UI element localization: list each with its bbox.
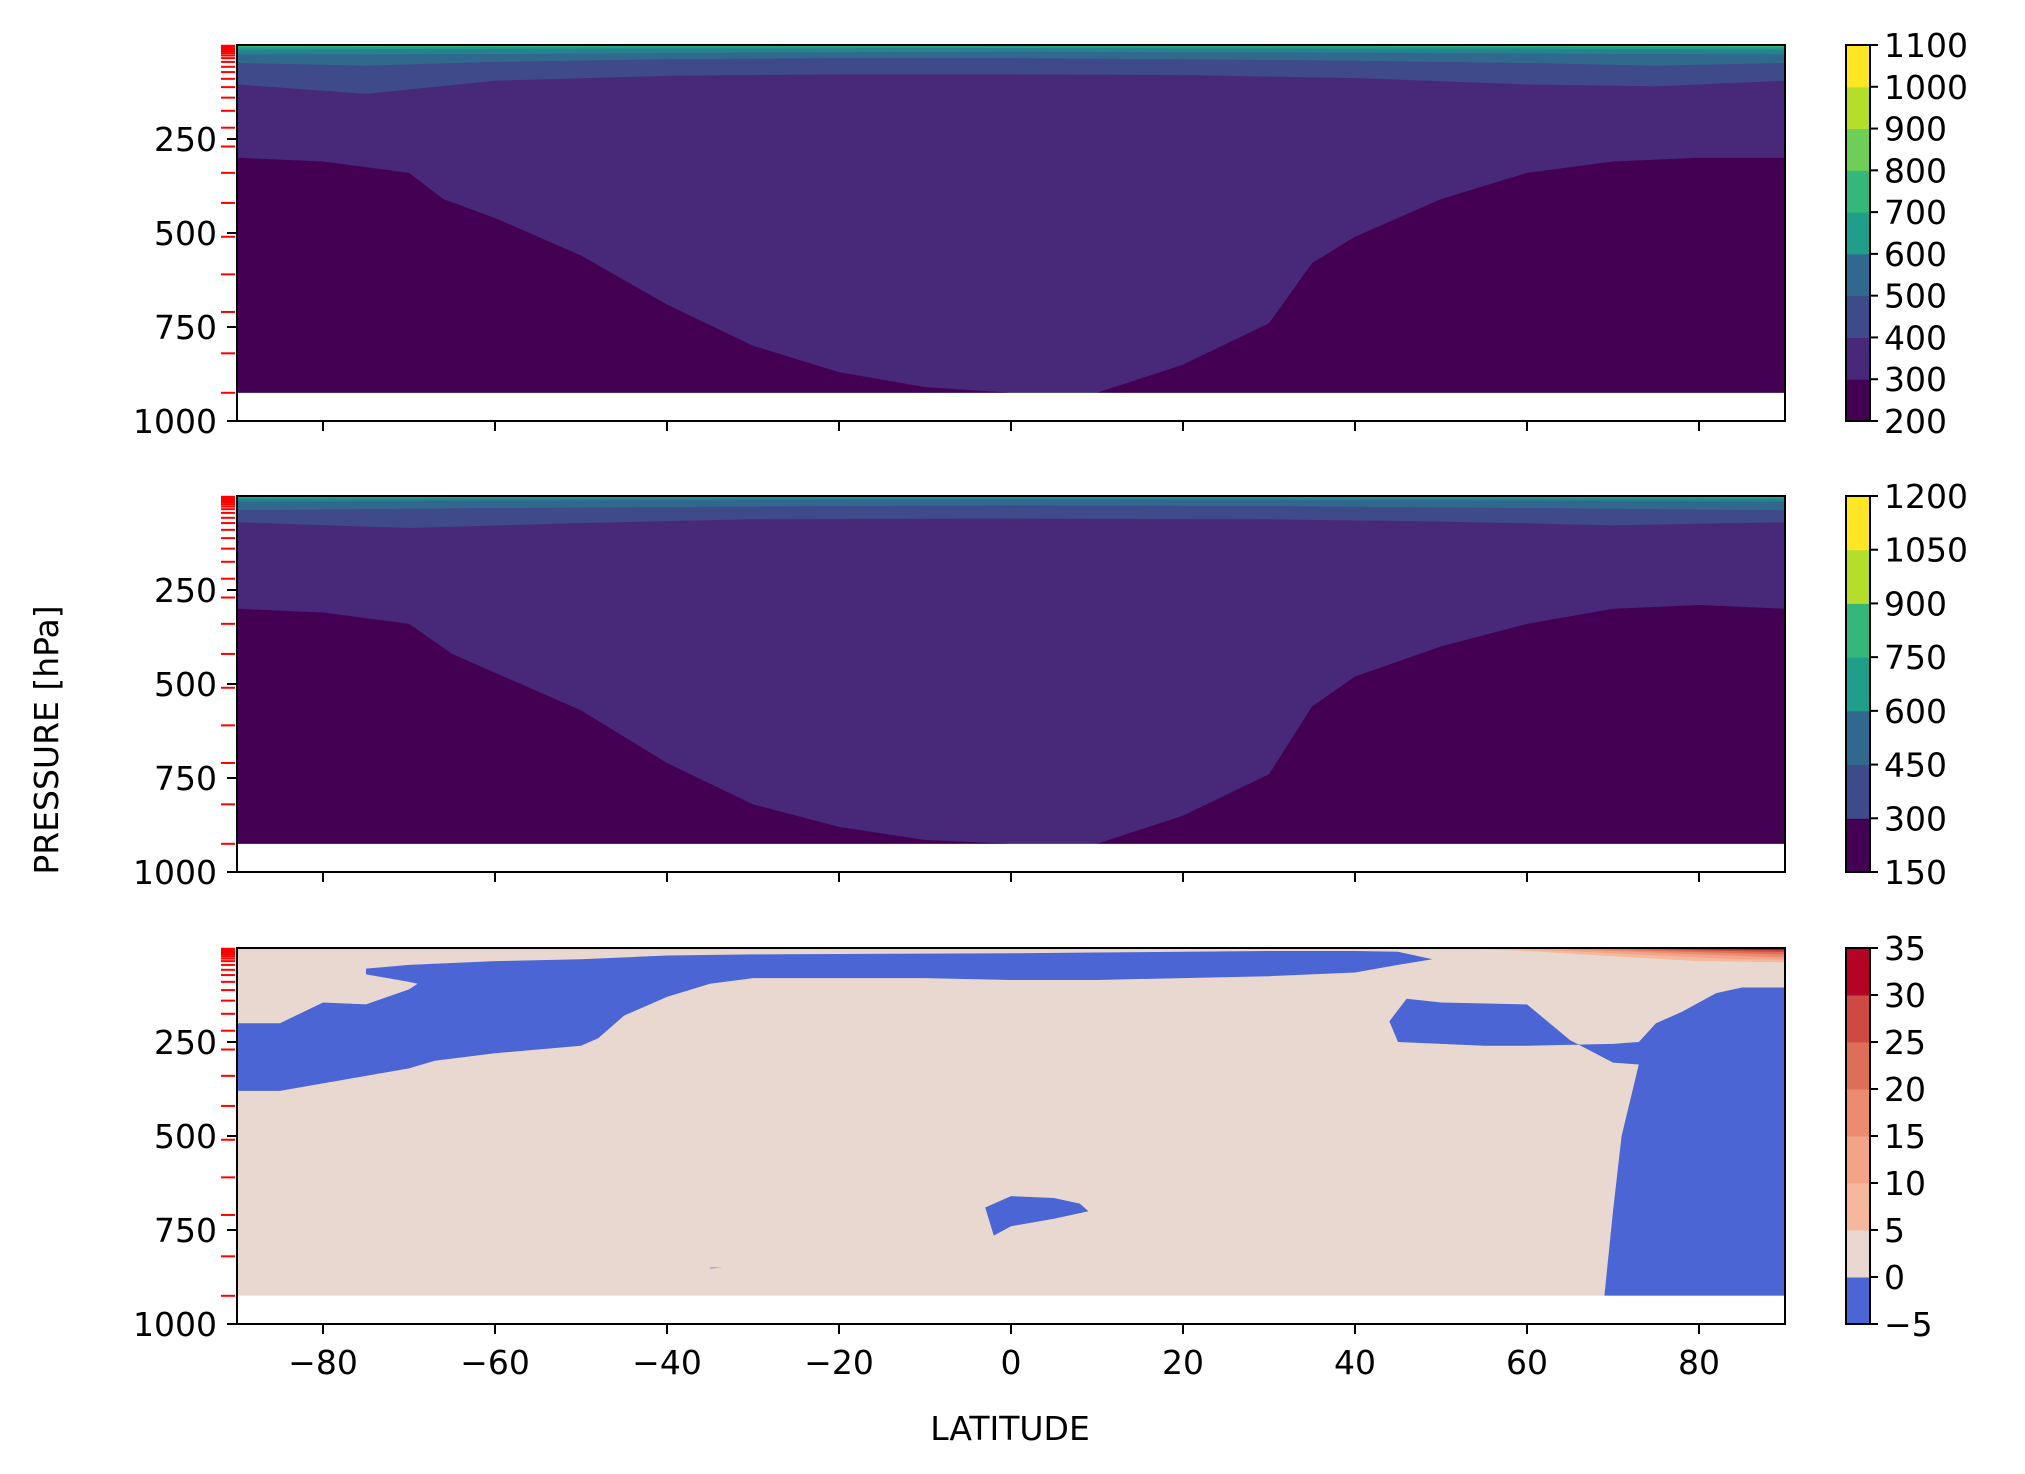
- colorbar-band: [1846, 253, 1870, 297]
- colorbar-band: [1846, 603, 1870, 658]
- colorbar-frame: [1845, 495, 1871, 873]
- negative-region: [237, 951, 1433, 1091]
- x-tick-label: 40: [1334, 1343, 1376, 1382]
- colorbar-band: [1846, 1136, 1870, 1184]
- colorbar-tick-label: 25: [1884, 1023, 1926, 1062]
- colorbar-tick-label: −5: [1884, 1305, 1933, 1344]
- colorbar-tick-label: 150: [1884, 853, 1947, 892]
- colorbar-tick-label: 1100: [1884, 26, 1968, 65]
- x-tick-label: −60: [460, 1343, 530, 1382]
- colorbar-band: [1846, 170, 1870, 213]
- colorbar-tick-label: 700: [1884, 193, 1947, 232]
- y-tick-label: 500: [154, 665, 217, 704]
- contour-band: [237, 157, 1785, 393]
- colorbar-band: [1846, 212, 1870, 255]
- y-tick-label: 1000: [133, 402, 217, 441]
- colorbar-band: [1846, 818, 1870, 873]
- colorbar-band: [1846, 1277, 1870, 1325]
- colorbar-band: [1846, 1183, 1870, 1231]
- colorbar-tick-label: 400: [1884, 318, 1947, 357]
- colorbar-band: [1846, 764, 1870, 819]
- colorbar-band: [1846, 710, 1870, 766]
- colorbar-band: [1846, 379, 1870, 422]
- colorbar-tick-label: 450: [1884, 746, 1947, 785]
- x-tick-label: 0: [1001, 1343, 1022, 1382]
- colorbar-tick-label: 0: [1884, 1258, 1905, 1297]
- colorbar-tick-label: 900: [1884, 110, 1947, 149]
- x-tick-label: 80: [1678, 1343, 1720, 1382]
- colorbar-frame: [1845, 44, 1871, 422]
- colorbar-tick-label: 300: [1884, 360, 1947, 399]
- contour-fill-group: [237, 948, 1785, 1296]
- colorbar-band: [1846, 549, 1870, 604]
- colorbar-tick-label: 300: [1884, 799, 1947, 838]
- y-tick-label: 1000: [133, 853, 217, 892]
- contour-fill-group: [237, 45, 1785, 393]
- colorbar-band: [1846, 657, 1870, 712]
- colorbar-band: [1846, 1230, 1870, 1278]
- colorbar-tick-label: 750: [1884, 638, 1947, 677]
- y-axis-label: PRESSURE [hPa]: [27, 605, 66, 874]
- contour-band: [237, 605, 1785, 844]
- panel-middle: 250 500 750 1000 1200 1050 900 750 600 450 300 150: [133, 477, 1968, 892]
- colorbar-tick-label: 20: [1884, 1070, 1926, 1109]
- colorbar-band: [1846, 1089, 1870, 1137]
- colorbar-tick-label: 1200: [1884, 477, 1968, 516]
- negative-region: [710, 1267, 723, 1269]
- x-tick-label: 20: [1162, 1343, 1204, 1382]
- colorbar-band: [1846, 128, 1870, 171]
- colorbar-band: [1846, 948, 1870, 996]
- colorbar-tick-label: 15: [1884, 1117, 1926, 1156]
- x-axis-label: LATITUDE: [930, 1409, 1090, 1448]
- colorbar-tick-label: 1000: [1884, 68, 1968, 107]
- colorbar-tick-label: 35: [1884, 929, 1926, 968]
- y-tick-label: 1000: [133, 1305, 217, 1344]
- colorbar-band: [1846, 337, 1870, 380]
- colorbar-tick-label: 900: [1884, 584, 1947, 623]
- colorbar-band: [1846, 86, 1870, 130]
- negative-region: [1389, 987, 1785, 1296]
- colorbar-band: [1846, 995, 1870, 1043]
- colorbar-band: [1846, 496, 1870, 551]
- negative-region: [985, 1196, 1089, 1236]
- y-tick-label: 750: [154, 759, 217, 798]
- panel-top: 2505007501000110010009008007006005004003…: [133, 26, 1968, 441]
- colorbar-tick-label: 600: [1884, 692, 1947, 731]
- colorbar-tick-label: 600: [1884, 235, 1947, 274]
- y-tick-label: 250: [154, 120, 217, 159]
- y-tick-label: 750: [154, 1211, 217, 1250]
- y-tick-label: 250: [154, 571, 217, 610]
- contour-fill-group: [237, 496, 1785, 844]
- colorbar-tick-label: 800: [1884, 151, 1947, 190]
- colorbar-tick-label: 1050: [1884, 531, 1968, 570]
- colorbar-tick-label: 5: [1884, 1211, 1905, 1250]
- y-tick-label: 250: [154, 1023, 217, 1062]
- x-tick-label: −20: [804, 1343, 874, 1382]
- x-tick-label: 60: [1506, 1343, 1548, 1382]
- warm-contour: [1484, 949, 1785, 951]
- y-tick-label: 500: [154, 214, 217, 253]
- colorbar-band: [1846, 1042, 1870, 1090]
- colorbar-band: [1846, 45, 1870, 88]
- x-tick-label: −40: [632, 1343, 702, 1382]
- y-tick-label: 750: [154, 308, 217, 347]
- colorbar-tick-label: 30: [1884, 976, 1926, 1015]
- colorbar-band: [1846, 295, 1870, 338]
- colorbar-tick-label: 500: [1884, 277, 1947, 316]
- colorbar-tick-label: 200: [1884, 402, 1947, 441]
- x-tick-label: −80: [288, 1343, 358, 1382]
- colorbar-tick-label: 10: [1884, 1164, 1926, 1203]
- y-tick-label: 500: [154, 1117, 217, 1156]
- warm-contour: [1484, 949, 1785, 953]
